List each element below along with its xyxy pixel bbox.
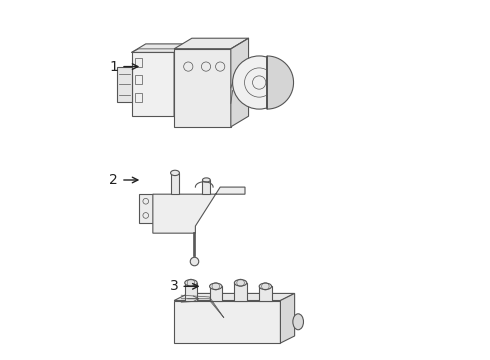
Text: 3: 3 <box>170 279 198 293</box>
Polygon shape <box>259 286 271 301</box>
Ellipse shape <box>234 280 247 286</box>
Polygon shape <box>118 67 132 102</box>
Ellipse shape <box>171 170 179 176</box>
Polygon shape <box>280 293 294 343</box>
Polygon shape <box>174 38 248 49</box>
Polygon shape <box>174 301 280 343</box>
Ellipse shape <box>293 314 303 330</box>
Ellipse shape <box>259 283 271 289</box>
Polygon shape <box>267 56 294 109</box>
Polygon shape <box>174 49 231 127</box>
Polygon shape <box>234 283 247 301</box>
Polygon shape <box>210 286 222 301</box>
Polygon shape <box>153 187 245 233</box>
Polygon shape <box>132 53 174 116</box>
Polygon shape <box>139 194 153 222</box>
Polygon shape <box>231 38 248 127</box>
Text: 1: 1 <box>109 59 138 73</box>
Polygon shape <box>174 293 294 301</box>
Polygon shape <box>171 173 179 194</box>
Ellipse shape <box>210 283 222 289</box>
Polygon shape <box>185 283 197 301</box>
Polygon shape <box>174 44 188 116</box>
Ellipse shape <box>185 280 197 286</box>
Polygon shape <box>202 180 210 194</box>
Ellipse shape <box>202 178 210 182</box>
Circle shape <box>190 257 199 266</box>
Circle shape <box>233 56 286 109</box>
Polygon shape <box>132 44 188 53</box>
Text: 2: 2 <box>109 173 138 187</box>
